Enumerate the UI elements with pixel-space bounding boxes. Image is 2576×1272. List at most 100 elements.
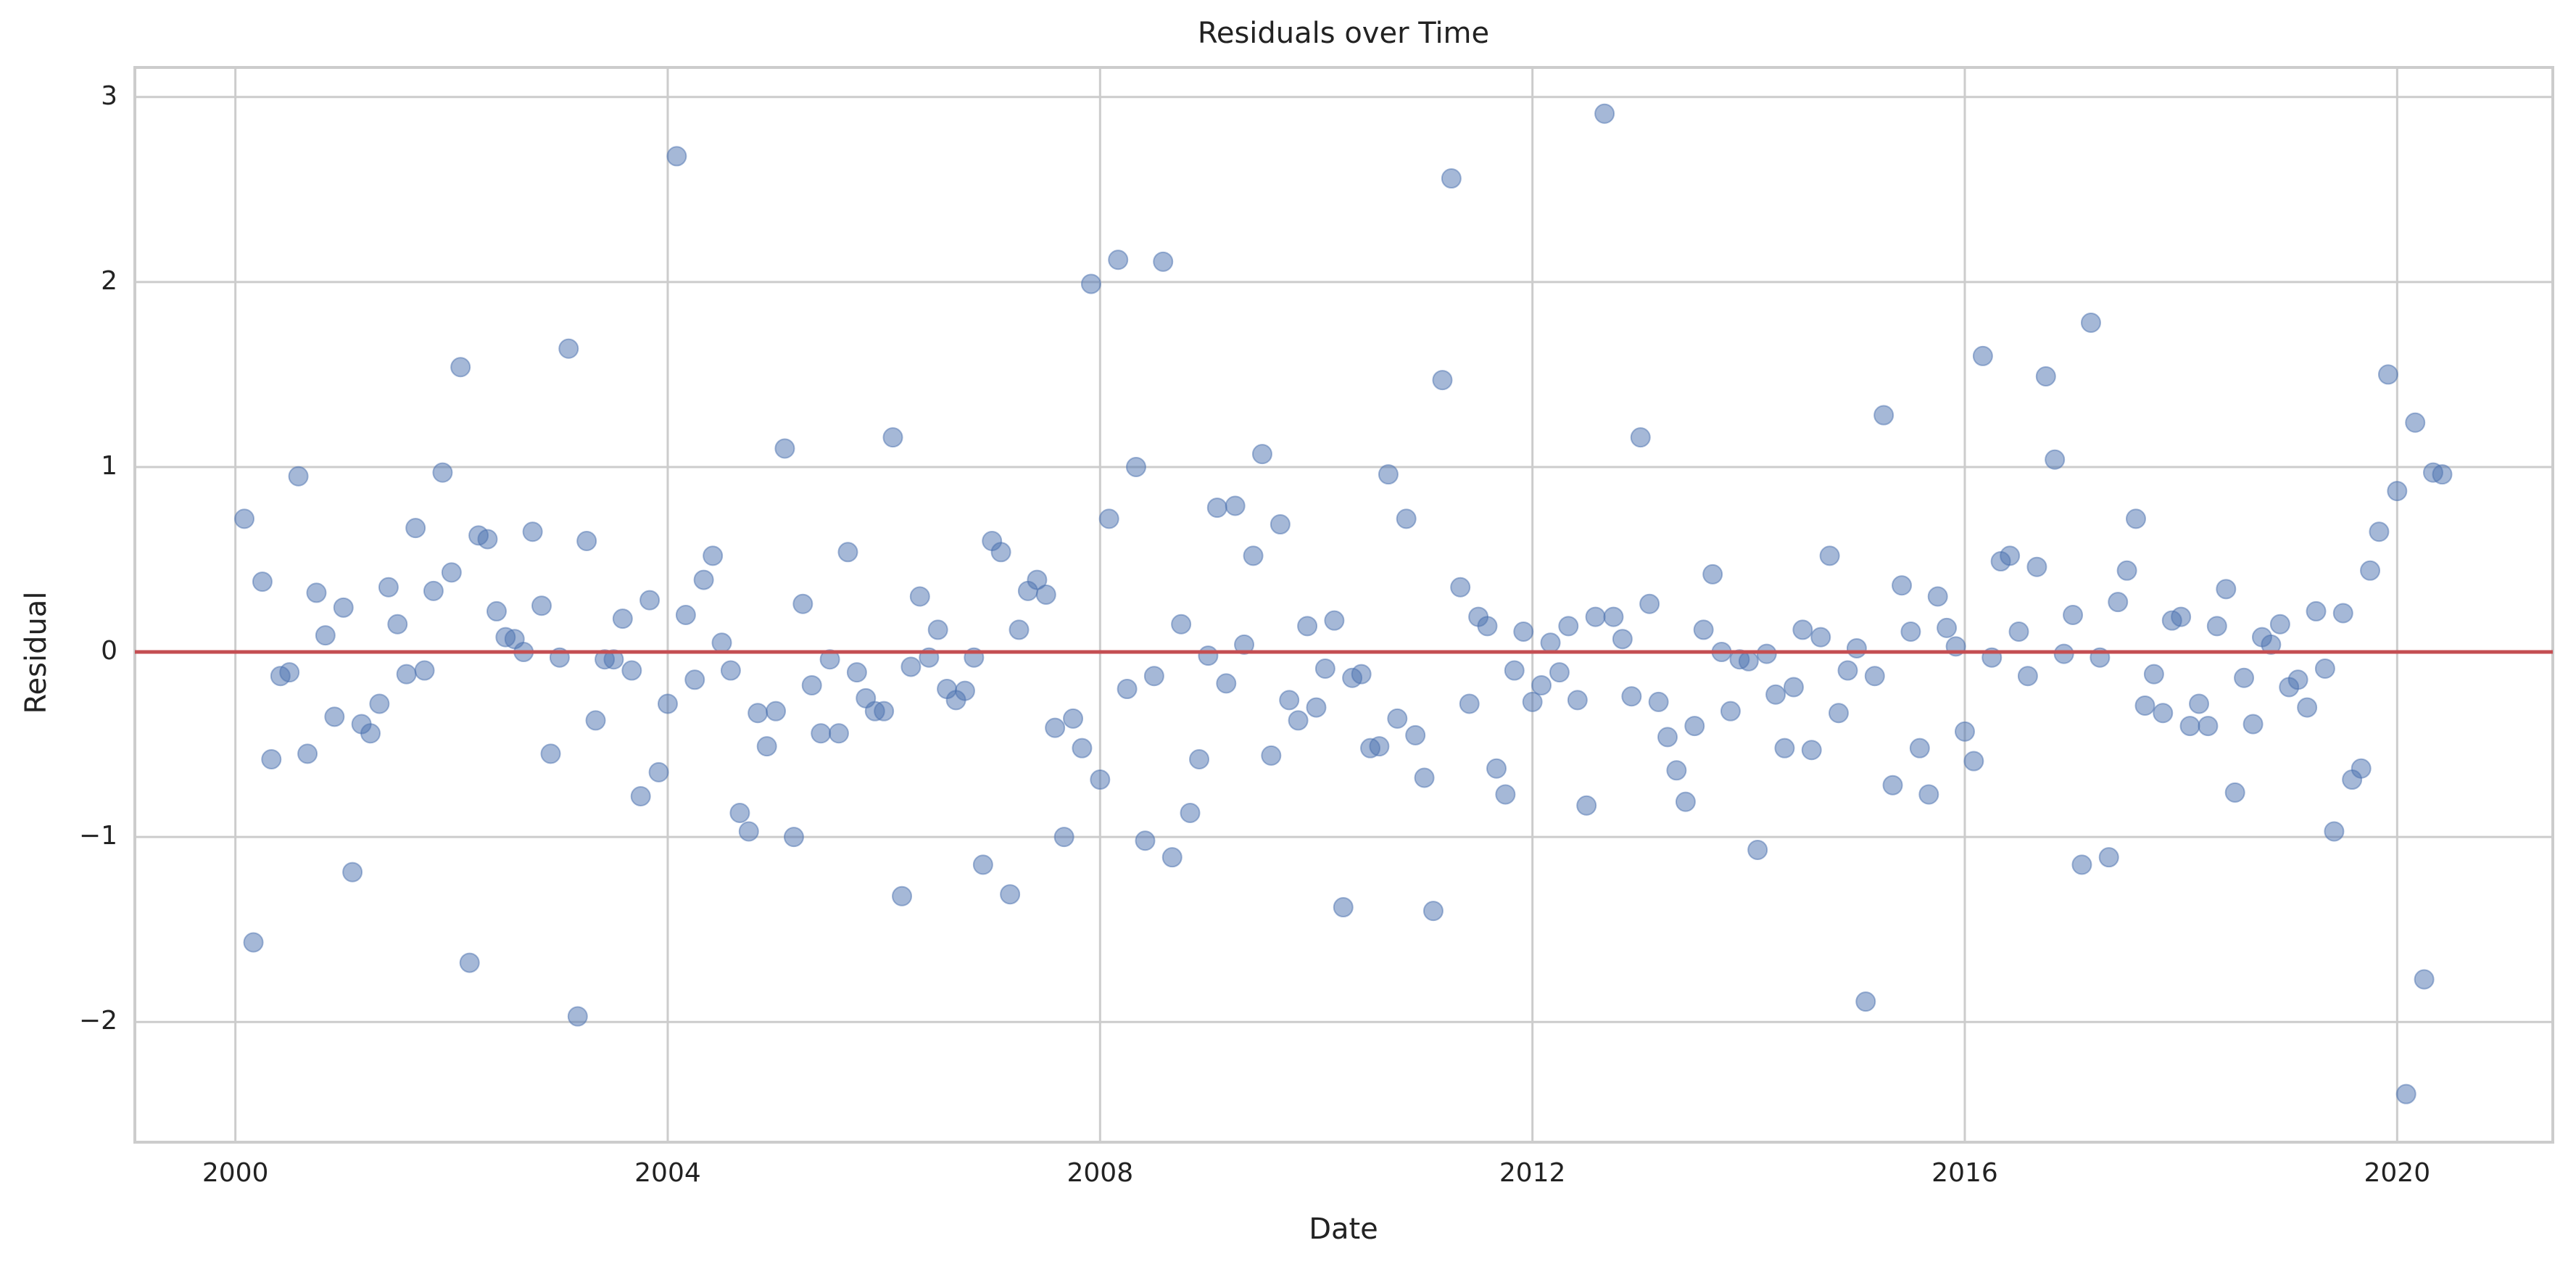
point [531, 595, 552, 616]
point [2351, 758, 2372, 779]
point [666, 146, 687, 167]
point [874, 701, 895, 722]
point [1414, 767, 1435, 788]
point [684, 669, 705, 690]
point [1747, 839, 1768, 860]
point [1117, 679, 1138, 700]
point [909, 586, 930, 607]
point [1504, 660, 1525, 681]
point [1630, 427, 1651, 448]
point [279, 662, 300, 683]
y-tick-label: 1 [101, 451, 117, 481]
point [837, 542, 858, 563]
x-tick-label: 2012 [1499, 1158, 1566, 1188]
point [1657, 727, 1678, 748]
point [1513, 621, 1534, 642]
point [1045, 717, 1066, 738]
point [2224, 782, 2245, 803]
point [414, 660, 435, 681]
point [2116, 560, 2137, 581]
point [2143, 664, 2164, 685]
point [369, 693, 390, 714]
point [792, 593, 813, 614]
point [1927, 586, 1948, 607]
point [2206, 616, 2227, 637]
point [612, 608, 633, 629]
point [2026, 556, 2047, 577]
point [1720, 701, 1741, 722]
point [2387, 481, 2408, 502]
point [324, 706, 345, 727]
point [1873, 405, 1894, 426]
point [2153, 703, 2174, 724]
point [1324, 610, 1345, 631]
plot-frame [133, 66, 2554, 1144]
point [1792, 619, 1813, 640]
point [1171, 614, 1192, 635]
point [459, 952, 480, 973]
point [766, 701, 787, 722]
point [486, 600, 507, 621]
point [657, 693, 678, 714]
point [2269, 614, 2290, 635]
point [1666, 760, 1687, 781]
point [1143, 666, 1164, 687]
point [1819, 545, 1840, 566]
point [675, 605, 696, 626]
point [2432, 464, 2453, 485]
x-tick-label: 2008 [1067, 1158, 1134, 1188]
point [1206, 497, 1227, 519]
point [567, 1006, 588, 1027]
point [693, 569, 714, 590]
point [756, 736, 777, 757]
point [342, 862, 363, 883]
point [2053, 643, 2074, 664]
point [2179, 716, 2200, 737]
point [558, 338, 579, 359]
x-tick-label: 2020 [2364, 1158, 2431, 1188]
point [2287, 669, 2308, 690]
x-axis-label: Date [1309, 1213, 1378, 1246]
point [1702, 563, 1723, 585]
point [2297, 697, 2318, 718]
point [954, 680, 975, 701]
point [2098, 847, 2119, 868]
point [576, 530, 597, 551]
point [2306, 600, 2327, 621]
point [900, 656, 922, 677]
point [1288, 710, 1309, 731]
point [1756, 643, 1777, 664]
point [1405, 724, 1426, 746]
point [2125, 508, 2146, 529]
point [2008, 621, 2029, 642]
point [1675, 791, 1696, 812]
point [1279, 690, 1300, 711]
point [1963, 751, 1984, 772]
point [1243, 545, 1264, 566]
point [2314, 658, 2335, 680]
point [1495, 784, 1516, 805]
point [2332, 603, 2353, 624]
point [1080, 273, 1101, 294]
point [2134, 695, 2155, 716]
point [432, 462, 453, 483]
point [297, 743, 318, 764]
point [2017, 666, 2038, 687]
point [1369, 736, 1390, 757]
point [1297, 616, 1318, 637]
point [1648, 691, 1669, 712]
point [2369, 521, 2390, 542]
point [630, 786, 651, 807]
point [846, 662, 867, 683]
point [1810, 627, 1831, 648]
point [1378, 464, 1399, 485]
point [1540, 632, 1561, 653]
point [1738, 651, 1759, 672]
x-tick-label: 2000 [202, 1158, 269, 1188]
point [828, 723, 849, 744]
point [1774, 738, 1795, 759]
point [1918, 784, 1939, 805]
point [648, 761, 669, 782]
point [1972, 345, 1993, 366]
